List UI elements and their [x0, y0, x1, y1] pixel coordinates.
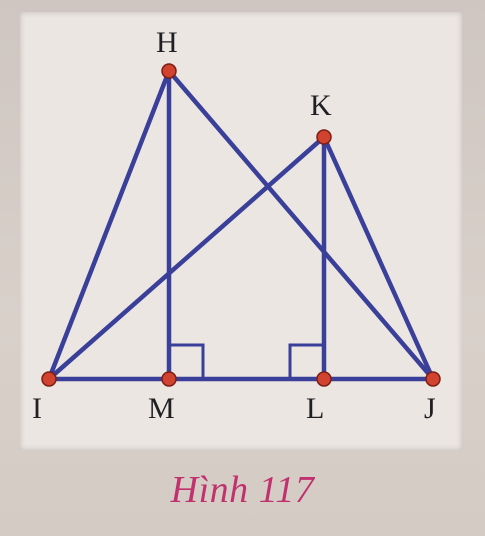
label-J: J	[424, 392, 436, 425]
segments	[46, 68, 436, 382]
label-L: L	[306, 392, 324, 425]
right-angle-L	[288, 343, 324, 379]
point-M	[161, 371, 177, 387]
label-I: I	[32, 392, 42, 425]
segment-IH	[46, 68, 172, 382]
segment-HJ	[166, 68, 436, 382]
point-I	[41, 371, 57, 387]
label-H: H	[156, 26, 178, 59]
right-angle-M	[169, 343, 205, 379]
right-angle-marks	[169, 343, 324, 379]
label-K: K	[310, 89, 332, 122]
point-L	[316, 371, 332, 387]
points	[41, 63, 441, 387]
point-H	[161, 63, 177, 79]
point-K	[316, 129, 332, 145]
figure-caption: Hình 117	[170, 469, 315, 511]
segment-KJ	[321, 134, 436, 382]
label-M: M	[148, 392, 175, 425]
segment-IK	[46, 134, 327, 382]
point-J	[425, 371, 441, 387]
